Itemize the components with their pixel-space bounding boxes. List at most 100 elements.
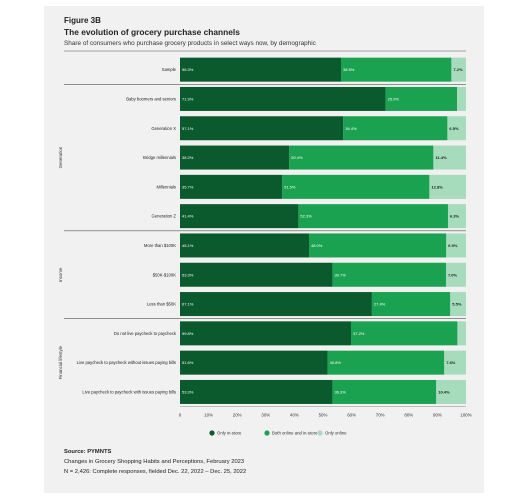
legend-label: Only online [325,431,347,436]
x-tick-label: 80% [404,413,413,418]
bar-segment [289,145,434,170]
value-label: 35.7% [182,184,194,189]
bar-segment [341,57,452,82]
x-tick-label: 40% [290,413,299,418]
x-tick-label: 60% [347,413,356,418]
value-label: 45.1% [182,243,194,248]
value-label: 53.3% [182,389,194,394]
category-label: Baby boomers and seniors [126,96,176,101]
value-label: 40.8% [330,360,342,365]
value-label: 27.4% [374,302,386,307]
legend-swatch [264,430,270,436]
value-label: 38.6% [343,67,355,72]
bar-segment [180,86,386,111]
bar-segment [447,116,466,141]
x-tick-label: 100% [460,413,471,418]
bar-segment [180,379,333,404]
value-label: 39.7% [334,272,346,277]
x-tick-label: 30% [261,413,270,418]
source-label: Source: PYMNTS [64,449,112,455]
value-label: 25.0% [388,96,400,101]
bar-segment [180,145,290,170]
value-label: 56.3% [182,67,194,72]
bar-segment [444,350,466,375]
value-label: 7.2% [453,67,463,72]
category-label: Live paycheck to paycheck with issues pa… [82,389,176,394]
x-tick-label: 0 [179,413,182,418]
bar-segment [445,262,466,287]
value-label: 67.1% [182,302,194,307]
value-label: 38.2% [182,155,194,160]
bar-segment [351,321,458,346]
bar-segment [371,292,451,317]
value-label: 5.5% [452,302,462,307]
bar-segment [343,116,448,141]
value-label: 36.4% [345,126,357,131]
value-label: 6.9% [448,243,458,248]
bar-segment [308,233,447,258]
bar-segment [180,292,372,317]
bar-segment [282,174,430,199]
x-tick-label: 70% [376,413,385,418]
x-tick-label: 10% [204,413,213,418]
bar-segment [332,262,446,287]
bar-segment [446,233,466,258]
category-label: Live paycheck to paycheck without issues… [77,360,176,365]
group-label: Generation [58,146,63,168]
value-label: 59.8% [182,331,194,336]
value-label: 7.0% [448,272,458,277]
bar-segment [327,350,445,375]
value-label: 53.3% [182,272,194,277]
figure-title: The evolution of grocery purchase channe… [64,27,240,37]
value-label: 11.4% [435,155,447,160]
value-label: 6.3% [450,214,460,219]
bar-segment [457,86,466,111]
bar-segment [447,204,466,229]
value-label: 6.5% [449,126,459,131]
value-label: 36.3% [334,389,346,394]
bar-segment [429,174,466,199]
value-label: 50.4% [291,155,303,160]
category-label: Generation Z [152,214,177,219]
value-label: 51.6% [182,360,194,365]
x-tick-label: 50% [319,413,328,418]
bar-segment [451,57,466,82]
legend-swatch [209,430,215,436]
source-report: Changes in Grocery Shopping Habits and P… [64,459,245,465]
source-sample-note: N = 2,426: Complete responses, fielded D… [64,469,247,475]
figure-subtitle: Share of consumers who purchase grocery … [64,40,316,47]
x-tick-label: 90% [433,413,442,418]
bar-segment [450,292,466,317]
value-label: 37.2% [353,331,365,336]
group-label: Financial lifestyle [58,345,63,379]
legend-label: Only in-store [217,431,242,436]
category-label: $50K-$100K [153,272,176,277]
figure-label: Figure 3B [64,16,101,25]
bar-segment [180,233,309,258]
category-label: Generation X [151,126,176,131]
group-label: Income [58,267,63,282]
x-tick-label: 20% [233,413,242,418]
bar-segment [332,379,437,404]
value-label: 57.1% [182,126,194,131]
bar-segment [180,174,283,199]
value-label: 12.8% [431,184,443,189]
bar-segment [180,57,342,82]
value-label: 7.6% [446,360,456,365]
bar-segment [436,379,466,404]
bar-segment [433,145,466,170]
legend-swatch [317,430,323,436]
bar-segment [385,86,458,111]
bar-segment [180,350,328,375]
bar-segment [180,204,299,229]
bar-segment [180,262,333,287]
bar-segment [180,116,344,141]
value-label: 48.0% [311,243,323,248]
bar-segment [180,321,352,346]
category-label: Bridge millennials [143,155,176,160]
value-label: 52.3% [300,214,312,219]
bar-segment [298,204,448,229]
value-label: 51.5% [284,184,296,189]
category-label: Do not live paycheck to paycheck [114,331,177,336]
